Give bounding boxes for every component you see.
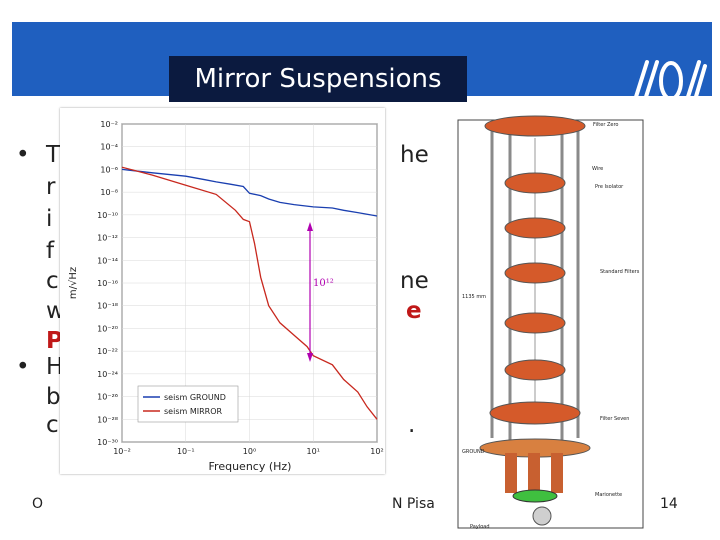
filter-zero [484, 115, 586, 137]
marionette [512, 489, 558, 503]
tower-drawing: Filter Zero Wire Pre Isolator Standard F… [457, 115, 644, 530]
x-tick-label: 10⁻¹ [177, 447, 195, 456]
y-axis-label: m/√Hz [68, 267, 79, 299]
legend-label-ground: seism GROUND [164, 393, 226, 402]
label-pre-isolator: Pre Isolator [595, 184, 624, 190]
payload-mirror [532, 506, 552, 526]
label-payload: Payload [470, 524, 490, 530]
filter-1 [504, 172, 566, 194]
bullet-fragment: T [46, 142, 61, 168]
series-line-ground [121, 168, 378, 217]
label-height: 1135 mm [462, 294, 486, 300]
y-tick-label: 10⁻²⁰ [97, 324, 118, 333]
page-number: 14 [660, 496, 678, 512]
y-tick-label: 10⁻¹² [97, 234, 118, 243]
label-marionette: Marionette [595, 492, 622, 498]
arrow-head-down [307, 353, 313, 362]
attenuation-label: 10¹² [313, 278, 334, 289]
y-tick-label: 10⁻²⁸ [97, 415, 118, 424]
chart-legend: seism GROUND seism MIRROR [137, 385, 239, 423]
bullet-fragment: he [400, 142, 429, 168]
x-tick-label: 10¹ [307, 447, 320, 456]
leg-foot [505, 453, 517, 493]
chart-grid [121, 123, 378, 443]
bullet-marker: • [16, 354, 30, 380]
leg-foot [528, 453, 540, 493]
bullet-fragment: e [406, 298, 422, 324]
y-tick-label: 10⁻¹⁴ [97, 256, 118, 265]
x-tick-labels: 10⁻² 10⁻¹ 10⁰ 10¹ 10² [113, 447, 384, 456]
label-standard-filters: Standard Filters [600, 269, 640, 275]
y-tick-label: 10⁻¹⁸ [97, 302, 118, 311]
footer-right: N Pisa [392, 496, 435, 512]
bullet-fragment: i [46, 206, 53, 232]
bullet-fragment: . [408, 412, 416, 438]
y-tick-label: 10⁻² [100, 120, 118, 129]
y-tick-label: 10⁻⁶ [100, 165, 118, 174]
bullet-fragment: r [46, 174, 56, 200]
y-tick-label: 10⁻³⁰ [97, 438, 118, 447]
x-tick-label: 10² [370, 447, 383, 456]
filter-stack [479, 115, 591, 526]
seismic-spectrum-chart: 10⁻² 10⁻⁴ 10⁻⁶ 10⁻⁸ 10⁻¹⁰ 10⁻¹² 10⁻¹⁴ 10⁻¹⁶ 10⁻¹… [60, 108, 385, 474]
bullet-fragment: H [46, 354, 64, 380]
chart-canvas: 10⁻² 10⁻⁴ 10⁻⁶ 10⁻⁸ 10⁻¹⁰ 10⁻¹² 10⁻¹⁴ 10⁻¹⁶ 10⁻¹… [68, 120, 384, 473]
bullet-fragment: b [46, 384, 61, 410]
label-filter-zero: Filter Zero [593, 122, 618, 128]
label-wire: Wire [592, 166, 603, 172]
y-tick-label: 10⁻²² [97, 347, 118, 356]
title-banner: Mirror Suspensions [12, 22, 712, 102]
superattenuator-diagram: Filter Zero Wire Pre Isolator Standard F… [450, 108, 650, 533]
filter-2 [504, 217, 566, 239]
bullet-marker: • [16, 142, 30, 168]
y-tick-label: 10⁻²⁶ [97, 393, 118, 402]
bullet-fragment: c [46, 268, 59, 294]
bullet-fragment: P [46, 328, 63, 354]
y-tick-label: 10⁻⁸ [100, 188, 118, 197]
y-tick-labels: 10⁻² 10⁻⁴ 10⁻⁶ 10⁻⁸ 10⁻¹⁰ 10⁻¹² 10⁻¹⁴ 10⁻¹⁶ 10⁻¹… [97, 120, 118, 447]
bullet-fragment: c [46, 412, 59, 438]
filter-4 [504, 312, 566, 334]
x-tick-label: 10⁰ [243, 447, 256, 456]
label-filter-seven: Filter Seven [600, 416, 629, 422]
y-tick-label: 10⁻²⁴ [97, 370, 118, 379]
label-ground: GROUND [462, 449, 485, 455]
leg-foot [551, 453, 563, 493]
filter-5 [504, 359, 566, 381]
x-axis-label: Frequency (Hz) [209, 460, 292, 473]
chart-series [121, 166, 378, 420]
logo-icon [633, 60, 707, 102]
bullet-fragment: ne [400, 268, 429, 294]
bullet-fragment: f [46, 238, 55, 264]
slide-title: Mirror Suspensions [169, 56, 467, 102]
legend-label-mirror: seism MIRROR [164, 407, 222, 416]
filter-3 [504, 262, 566, 284]
legend-box [137, 385, 239, 423]
x-tick-label: 10⁻² [113, 447, 131, 456]
y-tick-label: 10⁻⁴ [100, 143, 118, 152]
series-line-mirror [121, 166, 378, 420]
y-tick-label: 10⁻¹⁰ [97, 211, 118, 220]
y-tick-label: 10⁻¹⁶ [97, 279, 118, 288]
filter-seven [489, 401, 581, 425]
arrow-head-up [307, 222, 313, 231]
footer-left: O [32, 496, 44, 512]
